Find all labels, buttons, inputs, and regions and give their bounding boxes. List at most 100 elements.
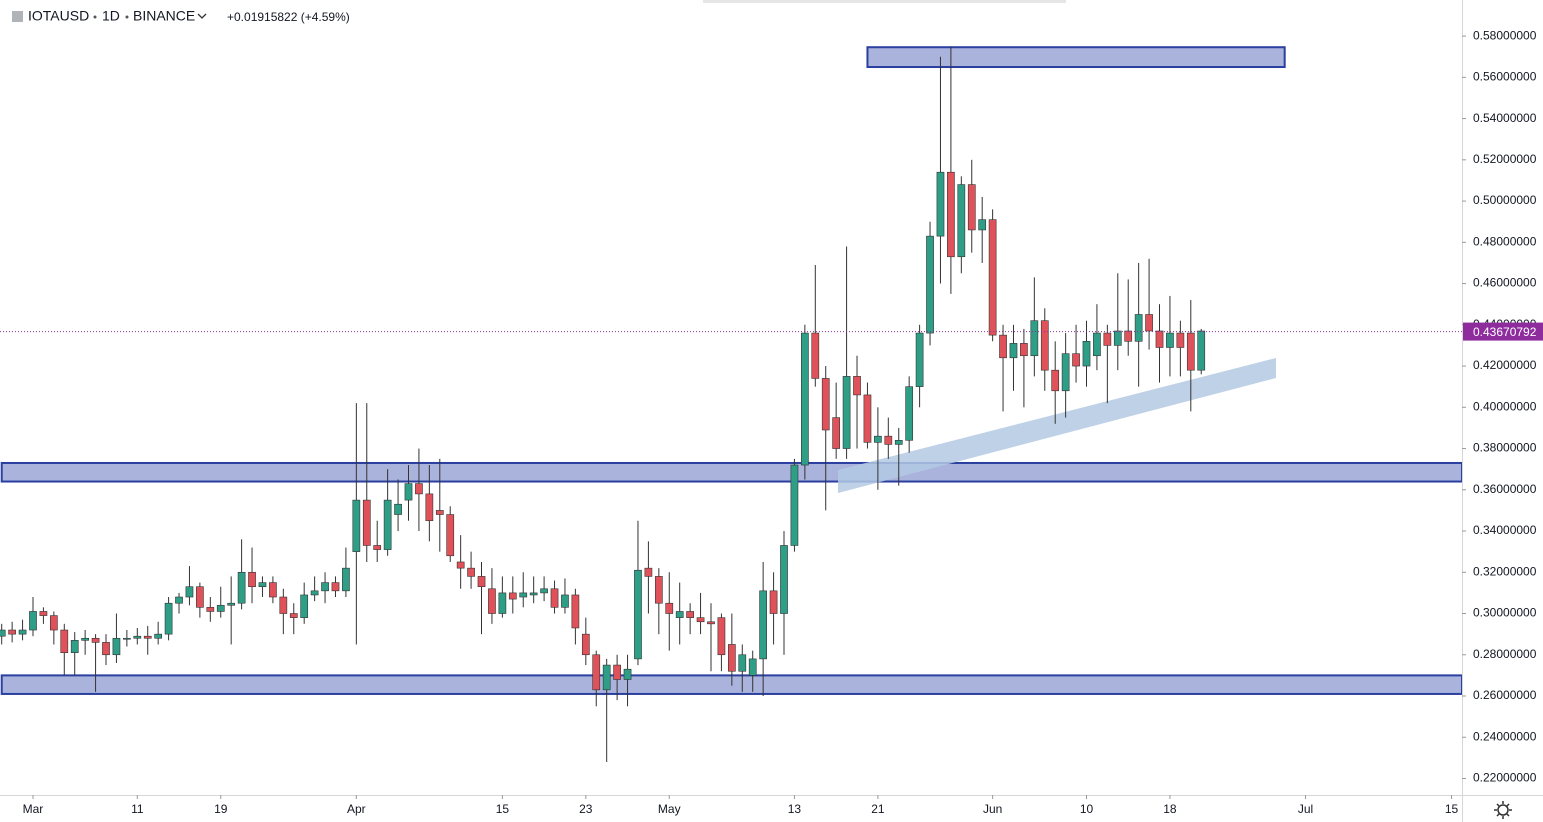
y-tick-label: 0.36000000 — [1473, 482, 1537, 496]
candle-body — [269, 582, 277, 598]
candle-body — [988, 219, 997, 336]
candle-body — [143, 635, 152, 639]
candle-body — [185, 586, 194, 598]
candle-body — [613, 664, 621, 680]
candle-body — [571, 594, 580, 629]
y-tick-label: 0.52000000 — [1473, 152, 1537, 166]
y-tick-label: 0.46000000 — [1473, 276, 1537, 290]
candle-body — [1082, 341, 1091, 367]
candle-body — [279, 596, 288, 614]
candle-body — [91, 637, 100, 643]
x-tick-label: Mar — [23, 802, 44, 816]
y-tick-label: 0.30000000 — [1473, 606, 1537, 620]
last-price-label: 0.43670792 — [1473, 325, 1537, 339]
candle-body — [623, 668, 632, 680]
candle-body — [133, 635, 142, 639]
y-tick-label: 0.28000000 — [1473, 647, 1537, 661]
candle-body — [915, 332, 924, 387]
x-tick-label: Jul — [1298, 802, 1313, 816]
candle-body — [728, 644, 736, 672]
x-tick-label: 18 — [1163, 802, 1177, 816]
candle-body — [748, 658, 757, 676]
candle-body — [373, 545, 382, 550]
candle-body — [0, 629, 6, 637]
candle-body — [842, 376, 851, 449]
candle-body — [18, 629, 27, 635]
candle-body — [561, 594, 569, 608]
x-tick-label: 13 — [788, 802, 802, 816]
candle-body — [884, 435, 893, 445]
candle-body — [435, 510, 444, 515]
candle-body — [258, 582, 267, 588]
candle-body — [1145, 314, 1153, 332]
candle-body — [1051, 369, 1060, 392]
candle-body — [404, 483, 413, 501]
candle-body — [123, 637, 131, 640]
x-tick-label: Jun — [983, 802, 1002, 816]
candle-body — [237, 571, 246, 604]
candle-body — [508, 592, 517, 600]
candle-body — [581, 633, 590, 656]
trend-channel — [838, 358, 1276, 493]
symbol: IOTAUSD — [28, 8, 89, 24]
candle-body — [675, 611, 684, 618]
y-tick-label: 0.58000000 — [1473, 28, 1537, 42]
candle-body — [1020, 343, 1028, 357]
candle-body — [811, 332, 820, 379]
separator — [93, 15, 97, 19]
y-tick-label: 0.26000000 — [1473, 688, 1537, 702]
y-tick-label: 0.42000000 — [1473, 358, 1537, 372]
candle-body — [446, 514, 455, 557]
candle-body — [780, 545, 788, 614]
candle-body — [29, 611, 37, 631]
candle-body — [738, 654, 747, 672]
candle-body — [1197, 330, 1206, 371]
candle-body — [696, 617, 705, 623]
candle-body — [592, 654, 601, 691]
candle-body — [39, 611, 48, 616]
candle-body — [686, 611, 694, 618]
price-change: +0.01915822 (+4.59%) — [227, 10, 350, 24]
settings-icon[interactable] — [1494, 801, 1512, 819]
candle-body — [248, 571, 256, 588]
y-tick-label: 0.50000000 — [1473, 193, 1537, 207]
x-tick-label: 11 — [131, 802, 144, 816]
candle-body — [894, 439, 903, 445]
candle-body — [50, 615, 58, 631]
candle-body — [164, 602, 173, 635]
candle-body — [352, 499, 361, 552]
candle-body — [1093, 332, 1101, 357]
candle-body — [456, 561, 465, 569]
symbol-dropdown[interactable] — [197, 13, 207, 19]
candle-body — [310, 590, 319, 596]
zone — [0, 461, 1464, 483]
x-tick-label: 19 — [214, 802, 228, 816]
candle-body — [488, 588, 496, 614]
candle-body — [8, 629, 16, 635]
candle-body — [477, 576, 486, 588]
candle-body — [602, 664, 611, 691]
candle-body — [1155, 330, 1164, 348]
candle-body — [1072, 353, 1080, 367]
candle-body — [801, 332, 809, 466]
y-tick-label: 0.38000000 — [1473, 441, 1537, 455]
candle-body — [70, 640, 79, 654]
y-tick-label: 0.32000000 — [1473, 564, 1537, 578]
y-tick-label: 0.24000000 — [1473, 729, 1537, 743]
candle-body — [102, 642, 110, 656]
candle-body — [112, 637, 121, 656]
candle-body — [717, 617, 726, 656]
x-tick-label: 15 — [1445, 802, 1459, 816]
candle-body — [654, 576, 663, 604]
candle-body — [759, 590, 767, 660]
candle-body — [967, 184, 976, 231]
candle-body — [519, 592, 528, 598]
y-tick-label: 0.56000000 — [1473, 70, 1537, 84]
candle-body — [1176, 332, 1185, 348]
candle-body — [1009, 343, 1018, 359]
candle-body — [540, 588, 548, 594]
candle-body — [227, 602, 236, 606]
y-tick-label: 0.40000000 — [1473, 399, 1537, 413]
y-tick-label: 0.54000000 — [1473, 111, 1537, 125]
candle-body — [331, 582, 340, 592]
